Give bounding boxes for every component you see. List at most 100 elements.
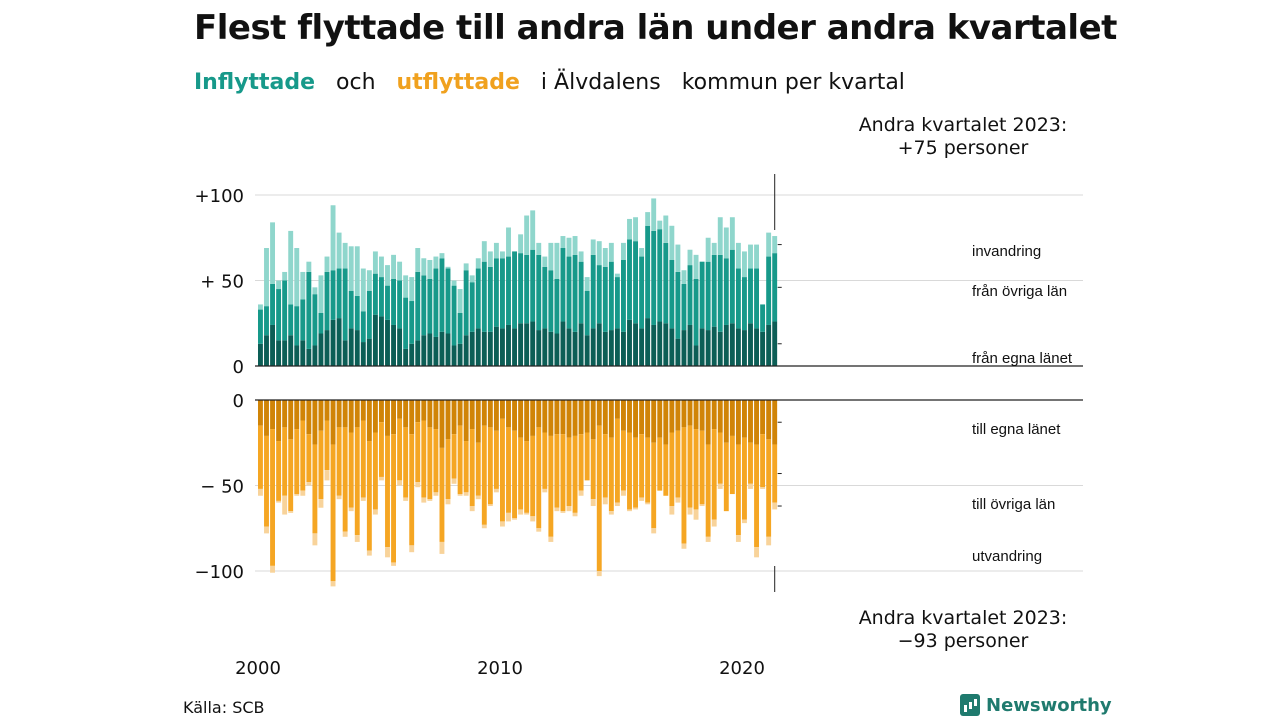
- inflow-bar-immig-36: [475, 258, 481, 269]
- outflow-bar-other-70: [681, 427, 687, 544]
- outflow-bar-emig-58: [608, 511, 614, 515]
- annotation-latest-inflow: Andra kvartalet 2023: +75 personer: [843, 114, 1083, 160]
- inflow-bar-immig-81: [748, 244, 753, 269]
- outflow-series-label-0: till egna länet: [972, 421, 1061, 438]
- outflow-bar-other-7: [300, 420, 306, 491]
- inflow-bar-local-67: [663, 323, 669, 366]
- inflow-bar-local-66: [657, 321, 663, 366]
- inflow-bar-other-34: [463, 270, 469, 336]
- outflow-bar-other-48: [548, 435, 554, 537]
- outflow-bar-local-77: [723, 400, 729, 443]
- inflow-bar-local-48: [548, 331, 554, 366]
- inflow-bar-other-5: [288, 304, 294, 336]
- inflow-bar-local-4: [282, 340, 288, 366]
- outflow-bar-other-53: [578, 434, 584, 491]
- outflow-bar-other-6: [294, 429, 300, 495]
- inflow-bar-other-42: [512, 251, 517, 329]
- inflow-bar-immig-23: [397, 261, 403, 281]
- outflow-bar-local-41: [506, 400, 511, 428]
- outflow-bar-local-63: [639, 400, 645, 435]
- outflow-bar-other-17: [360, 420, 366, 498]
- outflow-bar-local-47: [542, 400, 548, 433]
- inflow-bar-other-46: [536, 254, 542, 331]
- outflow-bar-other-36: [475, 442, 481, 496]
- inflow-bar-other-27: [421, 275, 427, 336]
- inflow-bar-immig-16: [354, 246, 360, 296]
- annotation-outflow-line1: Andra kvartalet 2023:: [858, 607, 1068, 629]
- outflow-bar-other-2: [270, 429, 275, 566]
- outflow-bar-emig-46: [536, 528, 542, 532]
- outflow-bar-local-51: [566, 400, 572, 438]
- inflow-bar-local-51: [566, 328, 572, 366]
- outflow-bar-local-14: [342, 400, 348, 428]
- inflow-bar-immig-68: [669, 225, 675, 260]
- inflow-bar-other-56: [596, 265, 602, 324]
- outflow-bar-other-63: [639, 434, 645, 498]
- subtitle-per-quarter: kommun per kvartal: [681, 70, 905, 95]
- outflow-y-tick-1: − 50: [200, 477, 244, 498]
- inflow-bar-other-15: [348, 290, 354, 329]
- inflow-bar-other-83: [760, 304, 766, 332]
- inflow-bar-immig-58: [608, 242, 614, 262]
- outflow-y-tick-0: 0: [233, 391, 244, 412]
- outflow-bar-other-38: [487, 427, 493, 505]
- inflow-bar-immig-65: [651, 198, 657, 231]
- outflow-bar-emig-75: [711, 519, 717, 527]
- inflow-bar-immig-40: [500, 251, 505, 259]
- inflow-bar-local-35: [469, 331, 475, 366]
- inflow-bar-other-2: [270, 283, 275, 325]
- inflow-bar-immig-10: [318, 275, 324, 313]
- inflow-bar-local-46: [536, 330, 542, 366]
- outflow-bar-local-7: [300, 400, 306, 421]
- outflow-bar-emig-18: [366, 550, 372, 556]
- outflow-bar-local-2: [270, 400, 275, 430]
- outflow-bar-other-84: [766, 439, 772, 537]
- outflow-bar-emig-35: [469, 506, 475, 512]
- outflow-bar-emig-9: [312, 533, 318, 546]
- inflow-bar-immig-34: [463, 263, 469, 271]
- inflow-bar-immig-19: [372, 251, 378, 274]
- x-tick-2010: 2010: [477, 658, 523, 679]
- subtitle-och: och: [336, 70, 376, 95]
- inflow-bar-other-26: [415, 271, 421, 341]
- inflow-bar-other-79: [735, 268, 741, 329]
- inflow-bar-immig-25: [409, 277, 415, 302]
- outflow-bar-emig-40: [500, 521, 505, 527]
- inflow-bar-other-0: [258, 309, 263, 344]
- outflow-bar-emig-50: [560, 511, 566, 513]
- inflow-bar-local-15: [348, 328, 354, 366]
- outflow-bar-local-54: [584, 400, 590, 433]
- outflow-bar-other-58: [608, 437, 614, 512]
- inflow-bar-immig-75: [711, 242, 717, 255]
- outflow-bar-emig-26: [415, 482, 421, 488]
- inflow-bar-immig-56: [596, 241, 602, 266]
- inflow-bar-local-25: [409, 343, 415, 366]
- outflow-bar-emig-81: [748, 483, 753, 489]
- inflow-bar-other-36: [475, 268, 481, 329]
- outflow-bar-emig-39: [493, 488, 499, 493]
- outflow-bar-local-74: [705, 400, 711, 445]
- inflow-bar-local-12: [330, 319, 336, 366]
- outflow-bar-other-21: [385, 435, 390, 548]
- inflow-bar-immig-32: [451, 280, 457, 286]
- outflow-bar-emig-24: [403, 497, 409, 501]
- inflow-bar-local-78: [729, 323, 735, 366]
- inflow-bar-other-16: [354, 295, 360, 331]
- inflow-bar-local-53: [578, 323, 584, 366]
- inflow-bar-other-75: [711, 254, 717, 327]
- outflow-bar-local-52: [572, 400, 578, 436]
- outflow-bar-other-77: [723, 442, 729, 512]
- inflow-series-label-2: invandring: [972, 243, 1041, 260]
- inflow-bar-other-30: [439, 258, 445, 332]
- outflow-bar-local-33: [457, 400, 463, 426]
- outflow-bar-local-43: [518, 400, 524, 438]
- outflow-bar-emig-31: [445, 499, 451, 505]
- annotation-outflow-line2: −93 personer: [897, 629, 1029, 652]
- inflow-bar-immig-70: [681, 270, 687, 284]
- inflow-bar-other-53: [578, 261, 584, 324]
- inflow-bar-immig-20: [379, 256, 384, 278]
- outflow-bar-emig-20: [379, 476, 384, 481]
- outflow-bar-emig-15: [348, 507, 354, 512]
- outflow-bar-local-20: [379, 400, 384, 423]
